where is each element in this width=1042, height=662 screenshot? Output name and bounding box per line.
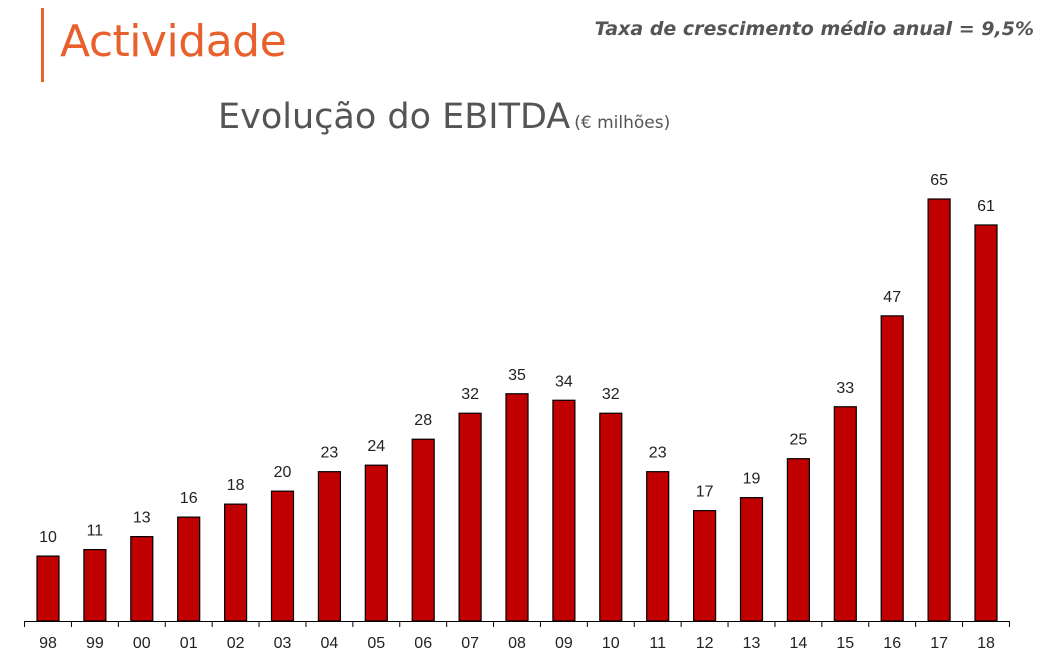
data-label-00: 13 <box>133 510 151 527</box>
data-label-06: 28 <box>414 412 432 429</box>
bar-16 <box>880 315 904 622</box>
x-tick-label-00: 00 <box>133 635 151 652</box>
x-tick-label-01: 01 <box>180 635 198 652</box>
bar-98 <box>36 555 60 622</box>
bar-09 <box>552 399 576 622</box>
x-tick-label-14: 14 <box>790 635 808 652</box>
data-label-16: 47 <box>883 289 901 306</box>
bar-01 <box>177 516 201 622</box>
x-tick-label-09: 09 <box>555 635 573 652</box>
x-tick-label-12: 12 <box>696 635 714 652</box>
accent-bar <box>41 8 44 82</box>
section-title: Actividade <box>60 16 287 67</box>
x-tick-label-10: 10 <box>602 635 620 652</box>
bar-12 <box>692 510 717 622</box>
data-label-17: 65 <box>930 172 948 189</box>
chart-unit-label: (€ milhões) <box>574 113 671 133</box>
bar-06 <box>411 438 435 622</box>
bar-18 <box>974 224 998 622</box>
bar-02 <box>224 503 248 622</box>
data-label-98: 10 <box>39 529 57 546</box>
chart-title: Evolução do EBITDA (€ milhões) <box>218 100 670 135</box>
bar-07 <box>458 412 482 622</box>
x-tick-label-17: 17 <box>930 635 948 652</box>
data-label-04: 23 <box>321 445 339 462</box>
x-tick-label-16: 16 <box>883 635 901 652</box>
data-label-02: 18 <box>227 477 245 494</box>
data-label-09: 34 <box>555 373 573 390</box>
data-label-12: 17 <box>696 484 714 501</box>
x-tick-label-11: 11 <box>649 635 666 652</box>
bar-14 <box>786 458 811 622</box>
data-label-07: 32 <box>461 386 479 403</box>
bar-99 <box>83 548 107 622</box>
x-tick-label-03: 03 <box>274 635 292 652</box>
data-label-13: 19 <box>743 471 761 488</box>
bar-13 <box>739 497 764 622</box>
bar-05 <box>364 464 388 622</box>
data-label-14: 25 <box>790 432 808 449</box>
x-tick-label-99: 99 <box>86 635 104 652</box>
data-label-01: 16 <box>180 490 198 507</box>
growth-rate-note: Taxa de crescimento médio anual = 9,5% <box>594 18 1034 40</box>
chart-title-text: Evolução do EBITDA <box>218 97 571 137</box>
bar-11 <box>646 471 670 622</box>
data-label-10: 32 <box>602 386 620 403</box>
x-tick-label-08: 08 <box>508 635 526 652</box>
data-label-03: 20 <box>274 464 292 481</box>
bar-17 <box>927 198 951 622</box>
data-label-18: 61 <box>977 198 995 215</box>
data-label-15: 33 <box>836 380 854 397</box>
data-label-05: 24 <box>367 438 385 455</box>
bar-08 <box>505 393 529 622</box>
x-tick-label-04: 04 <box>321 635 339 652</box>
x-tick-label-02: 02 <box>227 635 245 652</box>
bar-15 <box>833 406 857 622</box>
x-tick-label-18: 18 <box>977 635 995 652</box>
x-tick-label-07: 07 <box>461 635 479 652</box>
x-tick-label-15: 15 <box>836 635 854 652</box>
bar-04 <box>317 471 341 622</box>
x-tick-label-98: 98 <box>39 635 57 652</box>
data-label-08: 35 <box>508 367 526 384</box>
x-tick-label-06: 06 <box>414 635 432 652</box>
x-tick-label-05: 05 <box>367 635 385 652</box>
x-tick-label-13: 13 <box>743 635 761 652</box>
bar-10 <box>599 412 623 622</box>
bar-00 <box>130 535 154 622</box>
data-label-99: 11 <box>87 523 104 540</box>
data-label-11: 23 <box>649 445 667 462</box>
bar-03 <box>270 490 295 622</box>
